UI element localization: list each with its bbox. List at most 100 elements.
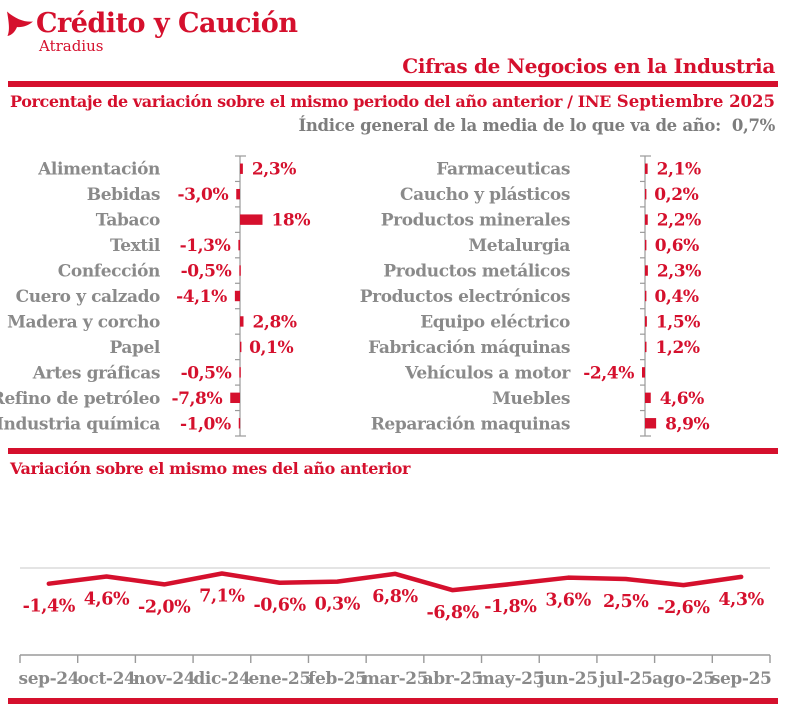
category-label: Productos metálicos	[383, 262, 570, 282]
bar	[645, 316, 647, 327]
bar-value-label: 4,6%	[660, 389, 704, 409]
point-value-label: 4,6%	[84, 589, 130, 609]
point-value-label: -2,6%	[657, 598, 710, 618]
category-label: Fabricación máquinas	[368, 338, 570, 358]
bar-value-label: 2,1%	[657, 160, 701, 180]
category-label: Caucho y plásticos	[400, 185, 570, 205]
line-series	[46, 571, 744, 593]
category-label: Productos electrónicos	[360, 287, 570, 307]
bar	[645, 239, 647, 251]
bar-value-label: 0,2%	[654, 185, 698, 205]
category-label: Textil	[110, 236, 161, 256]
point-value-label: 6,8%	[372, 587, 418, 607]
point-value-label: -0,6%	[253, 596, 306, 616]
bar	[645, 341, 647, 353]
category-label: Reparación maquinas	[371, 414, 570, 434]
bar	[240, 214, 263, 225]
bar-value-label: 8,9%	[665, 414, 709, 434]
category-label: Metalurgia	[468, 236, 570, 256]
bar-value-label: 2,2%	[657, 211, 701, 231]
bar-value-label: -7,8%	[171, 389, 222, 409]
bar-value-label: 0,4%	[655, 287, 699, 307]
point-value-label: 7,1%	[199, 586, 245, 606]
month-label: jul-25	[597, 669, 652, 689]
month-label: ago-25	[652, 669, 715, 689]
bar-value-label: -2,4%	[583, 363, 634, 383]
divider-top	[8, 81, 778, 87]
bar-value-label: -1,0%	[180, 414, 231, 434]
month-label: dic-24	[193, 669, 251, 689]
point-value-label: -2,0%	[138, 597, 191, 617]
bar	[645, 163, 648, 174]
bar	[645, 188, 647, 200]
month-label: nov-24	[133, 669, 195, 689]
brand-name: Crédito y Caución	[36, 8, 298, 39]
bar	[645, 392, 651, 404]
point-value-label: 0,3%	[315, 595, 361, 615]
category-label: Industria química	[0, 414, 160, 434]
bar	[236, 188, 240, 200]
category-label: Equipo eléctrico	[420, 312, 570, 332]
bar	[239, 367, 241, 378]
category-label: Muebles	[492, 389, 570, 409]
category-label: Madera y corcho	[7, 312, 160, 332]
bar-chart-right: Farmaceuticas 2,1% Caucho y plásticos 0,2% P…	[360, 155, 710, 437]
point-value-label: -6,8%	[427, 603, 480, 623]
atradius-mark-icon	[7, 11, 33, 36]
bar	[240, 316, 244, 327]
category-label: Alimentación	[37, 160, 160, 180]
divider-middle	[8, 448, 778, 454]
category-label: Productos minerales	[381, 211, 570, 231]
brand-subname: Atradius	[39, 37, 104, 55]
divider-bottom	[8, 698, 778, 704]
bar	[234, 290, 240, 302]
month-label: sep-25	[711, 669, 772, 689]
category-label: Refino de petróleo	[0, 389, 160, 409]
index-note-value: 0,7%	[731, 116, 775, 135]
month-label: mar-25	[362, 669, 428, 689]
category-label: Tabaco	[96, 211, 160, 231]
bar	[645, 418, 657, 429]
bar	[230, 392, 240, 404]
bar-value-label: 1,5%	[656, 312, 700, 332]
bar	[238, 418, 241, 429]
page-title: Cifras de Negocios en la Industria	[402, 54, 775, 78]
point-value-label: 3,6%	[545, 591, 591, 611]
bar-value-label: -3,0%	[177, 185, 228, 205]
bar-value-label: 0,1%	[249, 338, 293, 358]
month-label: oct-24	[78, 669, 136, 689]
bar	[239, 265, 241, 276]
month-label: sep-24	[19, 669, 80, 689]
month-label: feb-25	[308, 669, 366, 689]
section2-title: Variación sobre el mismo mes del año ant…	[10, 459, 411, 478]
index-note: Índice general de la media de lo que va …	[298, 116, 775, 135]
point-value-label: 4,3%	[718, 590, 764, 610]
period-label: Septiembre 2025	[616, 92, 775, 111]
bar-value-label: -0,5%	[181, 262, 232, 282]
bar-value-label: 2,3%	[252, 160, 296, 180]
category-label: Bebidas	[87, 185, 160, 205]
bar	[645, 290, 647, 302]
month-label: jun-25	[536, 669, 597, 689]
bar-value-label: 18%	[272, 211, 311, 231]
point-value-label: -1,4%	[23, 597, 76, 617]
bar-value-label: 0,6%	[655, 236, 699, 256]
category-label: Papel	[109, 338, 160, 358]
bar-chart-left: Alimentación 2,3% Bebidas -3,0% Tabaco 18% Tex…	[0, 155, 311, 437]
bar	[240, 163, 243, 174]
line-chart: -1,4% sep-24 4,6% oct-24 -2,0% nov-24 7,1% dic-…	[19, 567, 772, 689]
month-label: ene-25	[248, 669, 310, 689]
category-label: Farmaceuticas	[436, 160, 570, 180]
bar	[240, 341, 242, 353]
category-label: Artes gráficas	[32, 363, 160, 383]
category-label: Vehículos a motor	[404, 363, 571, 383]
month-label: may-25	[477, 669, 544, 689]
index-note-label: Índice general de la media de lo que va …	[298, 116, 721, 135]
bar-value-label: -4,1%	[176, 287, 227, 307]
bar-value-label: -0,5%	[181, 363, 232, 383]
bar	[645, 214, 648, 225]
category-label: Confección	[58, 262, 160, 282]
bar	[642, 367, 645, 378]
bar-value-label: -1,3%	[180, 236, 231, 256]
